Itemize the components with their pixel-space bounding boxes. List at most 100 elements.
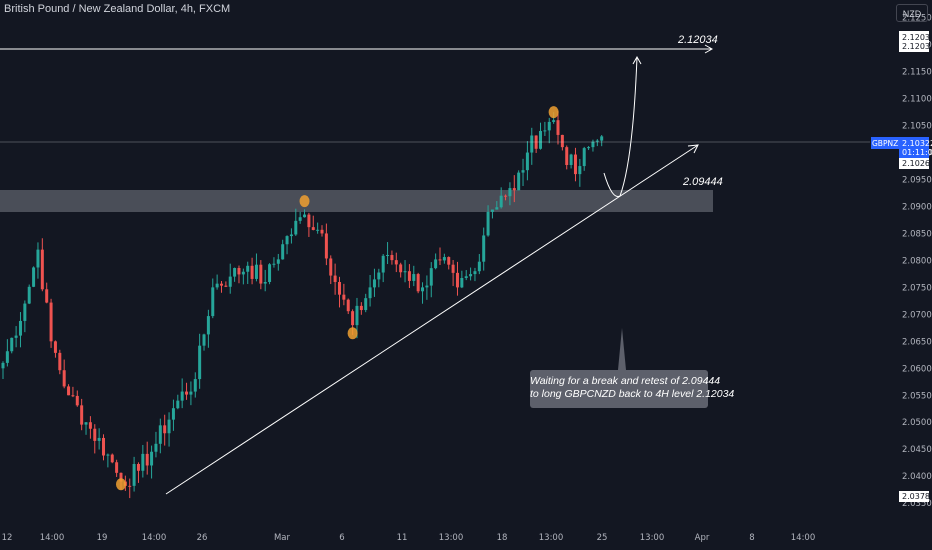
candle-body	[517, 172, 521, 191]
price-tick-14: 2.05500	[902, 391, 932, 401]
candle-body	[351, 311, 355, 326]
candle-body	[189, 391, 193, 395]
candle-body	[110, 454, 114, 463]
candle-body	[324, 233, 328, 259]
price-tick-0: 2.12500	[902, 14, 932, 24]
candle-body	[259, 264, 263, 284]
price-tick-12: 2.06500	[902, 337, 932, 347]
projection-path	[603, 56, 638, 198]
candle-body	[320, 229, 324, 234]
candle-body	[23, 303, 27, 321]
price-tick-8: 2.08500	[902, 229, 932, 239]
candle-body	[311, 227, 315, 230]
candle-body	[97, 437, 101, 441]
candle-body	[407, 271, 411, 281]
candle-body	[578, 166, 582, 175]
candle-body	[224, 285, 228, 287]
candle-body	[556, 120, 560, 135]
currency-button[interactable]: NZD	[896, 4, 928, 22]
price-tag-target-top: 2.12034	[902, 33, 932, 42]
time-tick-7: 11	[397, 533, 408, 543]
candle-body	[355, 305, 359, 326]
price-axis[interactable]: 2.125002.120002.115002.110002.105002.100…	[902, 14, 932, 509]
candle-body	[569, 154, 573, 165]
candle-body	[486, 211, 490, 236]
time-tick-12: 13:00	[640, 533, 665, 543]
candle-body	[477, 261, 481, 272]
candle-body	[36, 249, 40, 268]
candle-body	[434, 259, 438, 269]
candle-body	[141, 453, 145, 471]
time-tick-1: 14:00	[40, 533, 65, 543]
candle-body	[176, 400, 180, 409]
candle-body	[132, 463, 136, 486]
candle-body	[93, 428, 97, 441]
candle-body	[587, 147, 591, 149]
annotation-line-2: to long GBPCNZD back to 4H level 2.12034	[530, 388, 735, 400]
price-tick-7: 2.09000	[902, 202, 932, 212]
candle-body	[254, 264, 258, 279]
time-axis[interactable]: 12 14:00 19 14:00 26 Mar 6 11 13:00 18 13:00 25 13:0…	[2, 533, 816, 543]
price-tick-2: 2.11500	[902, 68, 932, 78]
trendline-arrowhead	[687, 144, 699, 154]
candle-body	[67, 386, 71, 396]
annotation-line-1: Waiting for a break and retest of 2.0944…	[530, 375, 721, 387]
candle-body	[469, 274, 473, 277]
candle-body	[342, 294, 346, 300]
candle-body	[337, 281, 341, 295]
candle-body	[27, 286, 31, 304]
candle-body	[512, 188, 516, 191]
time-tick-2: 19	[97, 533, 108, 543]
pivot-markers	[115, 106, 559, 491]
candle-body	[45, 289, 49, 303]
candle-body	[263, 281, 267, 284]
candle-body	[359, 305, 363, 311]
candle-body	[403, 271, 407, 273]
candle-body	[329, 258, 333, 276]
candle-body	[504, 195, 508, 197]
candle-body	[80, 405, 84, 425]
candle-body	[163, 425, 167, 434]
candle-body	[307, 214, 311, 228]
bar-countdown: 01:11:08	[902, 148, 932, 157]
candle-body	[333, 275, 337, 282]
candle-body	[294, 220, 298, 235]
candle-body	[115, 462, 119, 473]
price-tick-6: 2.09500	[902, 176, 932, 186]
candle-body	[399, 264, 403, 273]
time-tick-13: Apr	[695, 533, 710, 543]
candle-body	[534, 135, 538, 149]
candle-body	[455, 272, 459, 288]
trendline[interactable]	[165, 144, 699, 495]
candle-body	[285, 236, 289, 245]
candle-body	[482, 235, 486, 262]
annotation-callout: Waiting for a break and retest of 2.0944…	[530, 370, 735, 408]
candle-body	[521, 170, 525, 173]
candle-body	[442, 257, 446, 261]
candle-body	[193, 379, 197, 392]
price-tick-16: 2.04500	[902, 445, 932, 455]
symbol-tag-box	[871, 137, 899, 149]
candle-body	[233, 268, 237, 277]
time-tick-3: 14:00	[142, 533, 167, 543]
candle-body	[386, 255, 390, 257]
candle-body	[525, 152, 529, 171]
candle-body	[381, 255, 385, 273]
candle-body	[241, 271, 245, 275]
candle-body	[421, 287, 425, 292]
symbol-tag-label: GBPNZD	[872, 139, 904, 148]
candle-body	[202, 334, 206, 346]
price-tick-3: 2.11000	[902, 95, 932, 105]
candle-body	[58, 352, 62, 371]
time-tick-10: 13:00	[539, 533, 564, 543]
price-tag-low-box	[899, 158, 929, 169]
candle-body	[40, 249, 44, 290]
candle-body	[268, 264, 272, 282]
candle-body	[10, 337, 14, 352]
candle-body	[136, 463, 140, 471]
time-tick-0: 12	[2, 533, 13, 543]
time-tick-15: 14:00	[791, 533, 816, 543]
candle-body	[53, 341, 57, 353]
